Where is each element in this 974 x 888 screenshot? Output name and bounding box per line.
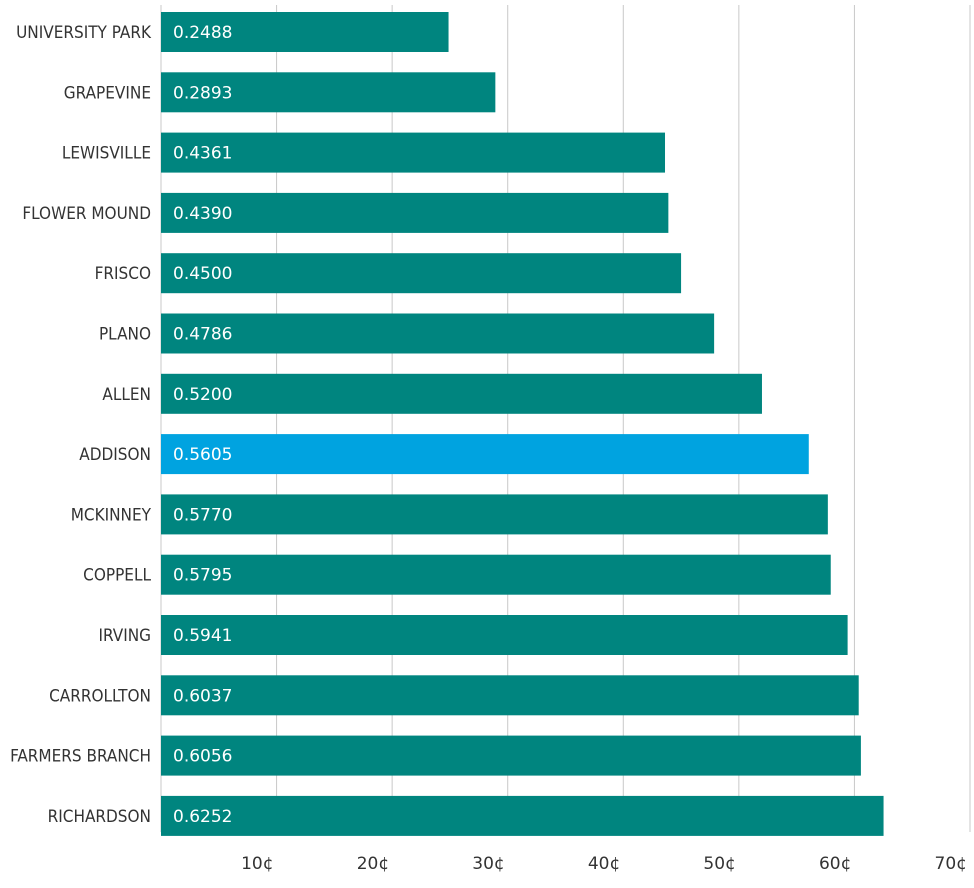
category-label: GRAPEVINE xyxy=(64,83,151,103)
value-label: 0.2488 xyxy=(173,23,232,43)
x-tick-label: 20¢ xyxy=(357,854,389,874)
x-tick-label: 60¢ xyxy=(819,854,851,874)
category-label: CARROLLTON xyxy=(49,686,151,706)
category-label: FLOWER MOUND xyxy=(22,204,151,224)
category-label: RICHARDSON xyxy=(48,807,151,827)
bar xyxy=(161,795,884,836)
value-label: 0.4361 xyxy=(173,144,232,164)
x-tick-label: 30¢ xyxy=(472,854,504,874)
category-label: MCKINNEY xyxy=(71,505,152,525)
value-label: 0.4786 xyxy=(173,325,232,345)
value-label: 0.6252 xyxy=(173,807,232,827)
bar xyxy=(161,735,861,776)
bar xyxy=(161,72,496,113)
value-label: 0.5605 xyxy=(173,445,232,465)
bar xyxy=(161,434,809,475)
x-tick-label: 10¢ xyxy=(241,854,273,874)
bar xyxy=(161,192,669,233)
x-tick-label: 70¢ xyxy=(935,854,967,874)
category-label: ADDISON xyxy=(79,445,151,465)
x-tick-label: 50¢ xyxy=(703,854,735,874)
value-label: 0.2893 xyxy=(173,83,232,103)
category-label: FARMERS BRANCH xyxy=(10,747,151,767)
bar xyxy=(161,132,666,173)
bar xyxy=(161,12,449,52)
bar xyxy=(161,373,762,414)
category-label: COPPELL xyxy=(83,566,151,586)
category-label: PLANO xyxy=(99,325,151,345)
category-label: FRISCO xyxy=(95,264,151,284)
value-label: 0.5200 xyxy=(173,385,232,405)
category-label: IRVING xyxy=(99,626,151,646)
value-label: 0.5770 xyxy=(173,505,232,525)
value-label: 0.6037 xyxy=(173,686,232,706)
value-label: 0.5795 xyxy=(173,566,232,586)
bar xyxy=(161,615,848,655)
value-label: 0.5941 xyxy=(173,626,232,646)
category-label: ALLEN xyxy=(102,385,151,405)
value-label: 0.4390 xyxy=(173,204,232,224)
bar xyxy=(161,313,715,354)
bar xyxy=(161,253,682,294)
bar xyxy=(161,675,859,716)
bar xyxy=(161,554,831,595)
category-label: LEWISVILLE xyxy=(62,144,151,164)
value-label: 0.4500 xyxy=(173,264,232,284)
x-tick-label: 40¢ xyxy=(588,854,620,874)
bar xyxy=(161,494,828,535)
category-label: UNIVERSITY PARK xyxy=(16,23,152,43)
value-label: 0.6056 xyxy=(173,747,232,767)
